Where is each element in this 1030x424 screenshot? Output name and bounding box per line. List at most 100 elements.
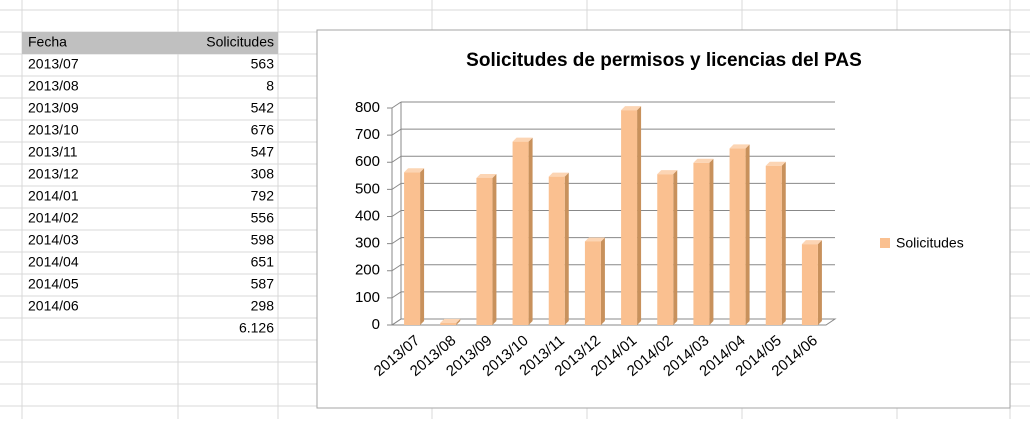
y-tick-label: 0 bbox=[372, 316, 380, 333]
value-cell: 587 bbox=[251, 276, 275, 292]
bar-top bbox=[729, 144, 750, 149]
date-cell: 2014/03 bbox=[28, 232, 79, 248]
bar-side bbox=[528, 137, 533, 325]
bar-side bbox=[420, 168, 425, 325]
grid-side bbox=[391, 128, 402, 136]
grid-side bbox=[391, 210, 402, 217]
bar-front bbox=[693, 162, 710, 325]
value-cell: 676 bbox=[251, 122, 275, 138]
bar bbox=[801, 240, 822, 325]
date-cell: 2013/07 bbox=[28, 56, 79, 72]
date-cell: 2014/05 bbox=[28, 276, 79, 292]
bar-top bbox=[657, 170, 678, 175]
chart-title: Solicitudes de permisos y licencias del … bbox=[466, 50, 862, 71]
value-cell: 8 bbox=[266, 78, 274, 94]
y-tick-label: 600 bbox=[355, 153, 380, 170]
legend-label: Solicitudes bbox=[896, 235, 964, 251]
date-cell: 2013/12 bbox=[28, 166, 79, 182]
bar bbox=[657, 170, 678, 325]
bar-front bbox=[512, 141, 529, 325]
chart: 01002003004005006007008002013/072013/082… bbox=[355, 99, 964, 380]
bar-front bbox=[657, 174, 674, 325]
bar-top bbox=[548, 172, 569, 177]
value-cell: 651 bbox=[251, 254, 275, 270]
y-tick-label: 800 bbox=[355, 99, 380, 116]
grid-side bbox=[391, 182, 402, 190]
header-cell: Fecha bbox=[28, 34, 67, 50]
date-cell: 2013/08 bbox=[28, 78, 79, 94]
bar-front bbox=[801, 244, 818, 325]
bar-front bbox=[584, 241, 601, 325]
bar-top bbox=[801, 240, 822, 245]
bar-side bbox=[564, 172, 569, 325]
y-tick-label: 400 bbox=[355, 207, 380, 224]
date-cell: 2013/11 bbox=[28, 144, 78, 160]
y-tick-label: 200 bbox=[355, 262, 380, 279]
bar-side bbox=[456, 318, 461, 325]
bar bbox=[404, 168, 425, 325]
bar-front bbox=[729, 148, 746, 325]
value-cell: 563 bbox=[251, 56, 275, 72]
bar bbox=[512, 137, 533, 325]
date-cell: 2013/09 bbox=[28, 100, 79, 116]
y-tick-label: 500 bbox=[355, 180, 380, 197]
bar-side bbox=[745, 144, 750, 325]
bar-top bbox=[404, 168, 425, 173]
value-cell: 547 bbox=[251, 144, 275, 160]
date-cell: 2014/02 bbox=[28, 210, 79, 226]
bar-front bbox=[476, 177, 493, 325]
table-rows: 2013/07 563 2013/08 8 2013/09 542 2013/10 676 20… bbox=[28, 56, 274, 336]
grid-side bbox=[391, 237, 402, 245]
bar-top bbox=[765, 161, 786, 166]
bar-top bbox=[476, 173, 497, 178]
bar bbox=[765, 161, 786, 325]
bar-top bbox=[584, 237, 605, 242]
grid-side bbox=[391, 318, 402, 326]
value-cell: 598 bbox=[251, 232, 275, 248]
date-cell: 2014/01 bbox=[28, 188, 79, 204]
bar-side bbox=[781, 161, 786, 325]
grid-side bbox=[391, 264, 402, 272]
date-cell: 2013/10 bbox=[28, 122, 79, 138]
bar-top bbox=[693, 158, 714, 163]
grid-side bbox=[391, 155, 402, 163]
y-tick-label: 700 bbox=[355, 126, 380, 143]
bar bbox=[693, 158, 714, 325]
bar-top bbox=[512, 137, 533, 142]
bar-side bbox=[709, 158, 714, 325]
y-tick-label: 100 bbox=[355, 289, 380, 306]
header-row bbox=[22, 32, 278, 54]
bar bbox=[440, 318, 461, 325]
value-cell: 542 bbox=[251, 100, 275, 116]
grid-side bbox=[391, 101, 402, 109]
value-cell: 556 bbox=[251, 210, 275, 226]
total-cell: 6.126 bbox=[239, 320, 274, 336]
bar bbox=[729, 144, 750, 325]
bar-front bbox=[548, 176, 565, 325]
bar-top bbox=[621, 106, 642, 111]
bar-front bbox=[404, 172, 421, 325]
grid-side bbox=[391, 291, 402, 299]
bar-front bbox=[621, 110, 638, 325]
bar-side bbox=[492, 173, 497, 325]
bar-side bbox=[817, 240, 822, 325]
bar-front bbox=[765, 165, 782, 325]
bar-side bbox=[600, 237, 605, 325]
date-cell: 2014/04 bbox=[28, 254, 79, 270]
bar bbox=[584, 237, 605, 325]
value-cell: 792 bbox=[251, 188, 275, 204]
y-tick-label: 300 bbox=[355, 235, 380, 252]
bar-top bbox=[440, 318, 461, 323]
bar-side bbox=[637, 106, 642, 325]
value-cell: 298 bbox=[251, 298, 275, 314]
bar bbox=[621, 106, 642, 325]
legend-swatch bbox=[880, 238, 890, 248]
date-cell: 2014/06 bbox=[28, 298, 79, 314]
bar-front bbox=[440, 322, 457, 325]
bar bbox=[548, 172, 569, 325]
header-cell: Solicitudes bbox=[206, 34, 274, 50]
bar-side bbox=[673, 170, 678, 325]
value-cell: 308 bbox=[251, 166, 275, 182]
